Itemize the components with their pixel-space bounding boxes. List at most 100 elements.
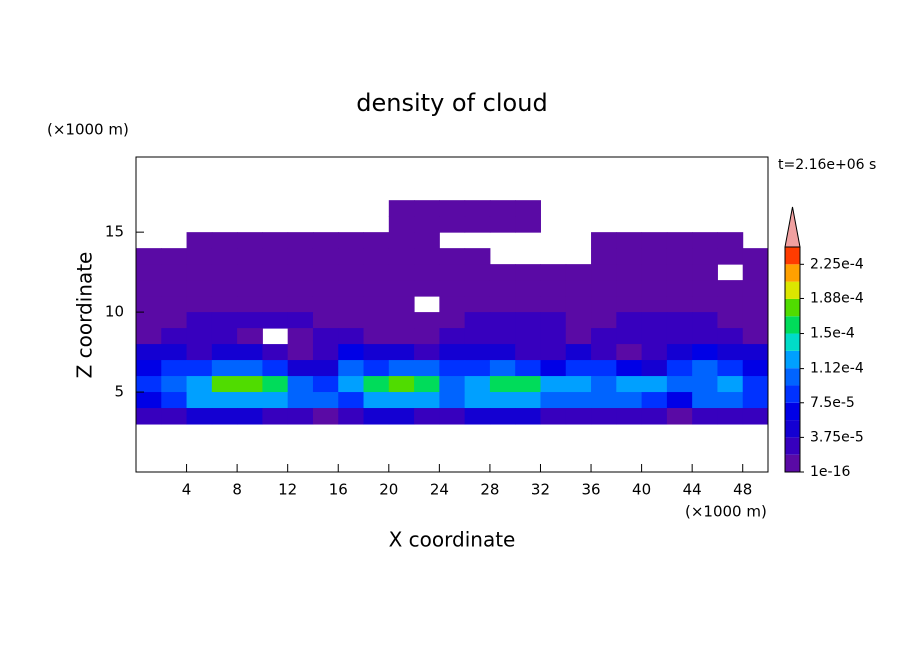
contour-cell: [717, 408, 744, 425]
contour-cell: [363, 360, 390, 377]
contour-cell: [262, 376, 289, 393]
contour-cell: [565, 328, 592, 345]
contour-cell: [211, 248, 238, 265]
contour-cell: [237, 232, 263, 249]
contour-cell: [136, 408, 162, 425]
contour-cell: [717, 232, 744, 249]
contour-cell: [388, 296, 415, 313]
contour-cell: [237, 264, 263, 281]
contour-cell: [388, 232, 415, 249]
contour-cell: [515, 264, 541, 281]
colorbar-band: [785, 298, 800, 317]
contour-cell: [439, 392, 466, 409]
contour-cell: [414, 264, 440, 281]
contour-cell: [312, 392, 339, 409]
contour-cell: [616, 232, 643, 249]
contour-cell: [692, 264, 718, 281]
contour-cell: [363, 312, 390, 329]
contour-cell: [641, 328, 668, 345]
colorbar-label: 1.88e-4: [810, 290, 864, 306]
contour-cell: [414, 200, 440, 217]
contour-cell: [666, 280, 693, 297]
contour-cell: [439, 376, 466, 393]
contour-cell: [414, 232, 440, 249]
x-axis-label: X coordinate: [389, 528, 516, 552]
contour-cell: [439, 296, 466, 313]
contour-cell: [717, 312, 744, 329]
contour-cell: [489, 296, 516, 313]
contour-cell: [540, 376, 567, 393]
x-tick-label: 36: [581, 481, 600, 499]
contour-cell: [237, 328, 263, 345]
contour-cell: [161, 376, 188, 393]
contour-cell: [515, 312, 541, 329]
contour-cell: [515, 328, 541, 345]
colorbar-band: [785, 402, 800, 421]
contour-cell: [742, 408, 769, 425]
contour-cell: [186, 232, 213, 249]
contour-cell: [161, 280, 188, 297]
contour-cell: [591, 360, 617, 377]
contour-cell: [287, 264, 314, 281]
contour-cell: [262, 408, 289, 425]
contour-cell: [312, 408, 339, 425]
colorbar-extend: [784, 206, 801, 248]
plot-frame: [135, 156, 769, 473]
contour-cell: [287, 280, 314, 297]
chart-title: density of cloud: [356, 89, 547, 117]
contour-cell: [237, 312, 263, 329]
contour-cell: [363, 408, 390, 425]
contour-cell: [211, 264, 238, 281]
contour-cell: [641, 296, 668, 313]
colorbar-band: [785, 385, 800, 403]
contour-cell: [565, 312, 592, 329]
contour-cell: [312, 312, 339, 329]
contour-cell: [414, 408, 440, 425]
x-tick-label: 16: [329, 481, 348, 499]
contour-cell: [692, 248, 718, 265]
contour-cell: [742, 248, 769, 265]
contour-cell: [338, 312, 365, 329]
colorbar-label: 1.12e-4: [810, 361, 864, 377]
contour-cell: [136, 360, 162, 377]
contour-cell: [237, 392, 263, 409]
y-unit: (×1000 m): [47, 121, 129, 139]
colorbar-band: [785, 281, 800, 299]
contour-cell: [388, 200, 415, 217]
contour-cell: [666, 328, 693, 345]
colorbar-frame: [784, 246, 801, 473]
contour-cell: [388, 408, 415, 425]
contour-cell: [742, 360, 769, 377]
contour-cell: [489, 216, 516, 233]
contour-cell: [237, 280, 263, 297]
contour-cell: [591, 264, 617, 281]
contour-cell: [136, 248, 162, 265]
contour-cell: [540, 344, 567, 361]
contour-cell: [464, 408, 491, 425]
contour-cell: [742, 296, 769, 313]
contour-cell: [211, 296, 238, 313]
x-tick-label: 12: [278, 481, 297, 499]
contour-cell: [186, 312, 213, 329]
contour-cell: [439, 216, 466, 233]
contour-cell: [211, 280, 238, 297]
contour-cell: [312, 232, 339, 249]
x-tick-label: 20: [379, 481, 398, 499]
contour-cell: [186, 264, 213, 281]
contour-cell: [262, 232, 289, 249]
contour-cell: [363, 328, 390, 345]
contour-cell: [312, 280, 339, 297]
contour-cell: [591, 376, 617, 393]
colorbar-label: 1.5e-4: [810, 326, 855, 342]
contour-cell: [388, 344, 415, 361]
contour-cell: [616, 328, 643, 345]
contour-cell: [287, 232, 314, 249]
contour-cell: [515, 344, 541, 361]
x-tick-label: 28: [480, 481, 499, 499]
contour-cell: [312, 344, 339, 361]
contour-field: [136, 200, 769, 425]
contour-cell: [591, 392, 617, 409]
contour-cell: [540, 408, 567, 425]
contour-cell: [338, 344, 365, 361]
